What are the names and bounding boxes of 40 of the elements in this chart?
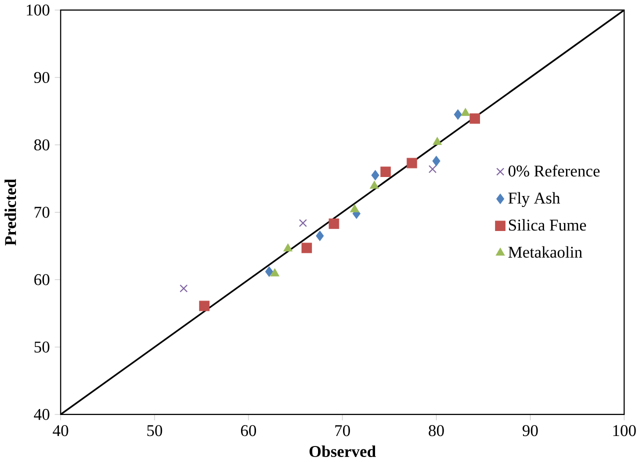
x-tick-label: 60 — [241, 425, 256, 436]
y-tick-label: 80 — [34, 140, 50, 151]
point — [328, 218, 340, 230]
y-tick-label: 40 — [34, 409, 50, 420]
point — [199, 300, 210, 312]
point — [371, 170, 380, 181]
point — [406, 158, 418, 168]
point — [370, 180, 379, 189]
y-tick-label: 70 — [34, 206, 50, 218]
point — [270, 268, 280, 277]
y-tick-label: 50 — [34, 342, 50, 353]
x-tick-label: 40 — [52, 425, 68, 436]
point — [470, 114, 480, 124]
y-axis-title: Predicted — [4, 179, 16, 246]
point — [180, 284, 188, 293]
x-tick-label: 70 — [335, 425, 350, 436]
point — [265, 266, 274, 277]
x-tick-label: 50 — [147, 425, 162, 436]
point — [380, 166, 391, 178]
point — [283, 244, 292, 252]
y-tick-label: 100 — [26, 4, 50, 16]
point — [428, 165, 437, 174]
point — [298, 219, 307, 228]
legend-label: Fly Ash — [508, 192, 560, 208]
point — [432, 156, 440, 166]
point — [460, 108, 470, 116]
point — [316, 230, 324, 242]
y-tick-label: 90 — [34, 72, 50, 84]
legend-label: Silica Fume — [509, 219, 586, 231]
y-tick-label: 60 — [34, 274, 50, 286]
point — [454, 110, 462, 120]
legend-label: Metakaolin — [508, 246, 582, 258]
x-tick-label: 90 — [522, 425, 538, 436]
legend-label: 0% Reference — [508, 165, 600, 177]
point — [302, 243, 312, 254]
point — [350, 204, 360, 212]
point — [432, 137, 442, 146]
x-tick-label: 80 — [428, 425, 444, 436]
x-axis-title: Observed — [310, 446, 376, 458]
x-tick-label: 100 — [613, 425, 636, 436]
